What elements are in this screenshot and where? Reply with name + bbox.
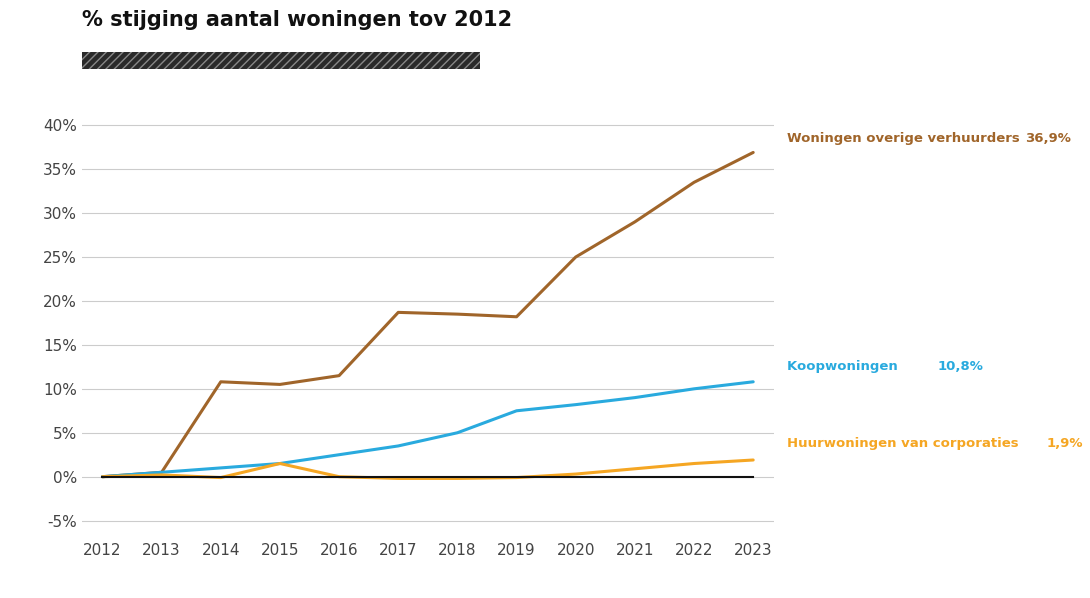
Text: Woningen overige verhuurders: Woningen overige verhuurders xyxy=(787,132,1029,145)
Text: % stijging aantal woningen tov 2012: % stijging aantal woningen tov 2012 xyxy=(82,10,512,30)
Text: 10,8%: 10,8% xyxy=(937,361,983,373)
Text: 36,9%: 36,9% xyxy=(1025,132,1070,145)
Text: Koopwoningen: Koopwoningen xyxy=(787,361,907,373)
Text: 1,9%: 1,9% xyxy=(1046,437,1082,450)
Text: Huurwoningen van corporaties: Huurwoningen van corporaties xyxy=(787,437,1028,450)
